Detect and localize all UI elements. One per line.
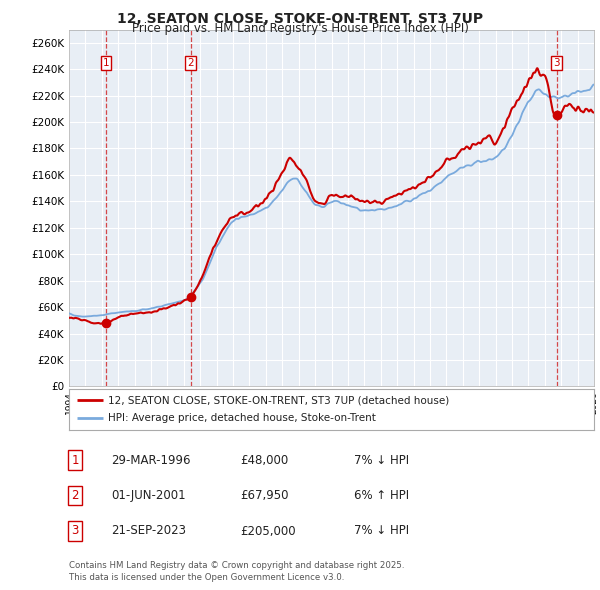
Text: 12, SEATON CLOSE, STOKE-ON-TRENT, ST3 7UP: 12, SEATON CLOSE, STOKE-ON-TRENT, ST3 7U… <box>117 12 483 26</box>
Text: 1: 1 <box>103 58 109 68</box>
Text: 21-SEP-2023: 21-SEP-2023 <box>111 525 186 537</box>
Text: 3: 3 <box>71 525 79 537</box>
Text: Contains HM Land Registry data © Crown copyright and database right 2025.
This d: Contains HM Land Registry data © Crown c… <box>69 560 404 582</box>
Text: 7% ↓ HPI: 7% ↓ HPI <box>354 454 409 467</box>
Text: £67,950: £67,950 <box>240 489 289 502</box>
Text: HPI: Average price, detached house, Stoke-on-Trent: HPI: Average price, detached house, Stok… <box>109 413 376 423</box>
Text: Price paid vs. HM Land Registry's House Price Index (HPI): Price paid vs. HM Land Registry's House … <box>131 22 469 35</box>
Text: 01-JUN-2001: 01-JUN-2001 <box>111 489 185 502</box>
Text: £48,000: £48,000 <box>240 454 288 467</box>
Text: £205,000: £205,000 <box>240 525 296 537</box>
Text: 29-MAR-1996: 29-MAR-1996 <box>111 454 191 467</box>
Text: 12, SEATON CLOSE, STOKE-ON-TRENT, ST3 7UP (detached house): 12, SEATON CLOSE, STOKE-ON-TRENT, ST3 7U… <box>109 395 449 405</box>
Text: 2: 2 <box>187 58 194 68</box>
Text: 2: 2 <box>71 489 79 502</box>
Text: 1: 1 <box>71 454 79 467</box>
Text: 3: 3 <box>553 58 560 68</box>
Text: 7% ↓ HPI: 7% ↓ HPI <box>354 525 409 537</box>
Text: 6% ↑ HPI: 6% ↑ HPI <box>354 489 409 502</box>
